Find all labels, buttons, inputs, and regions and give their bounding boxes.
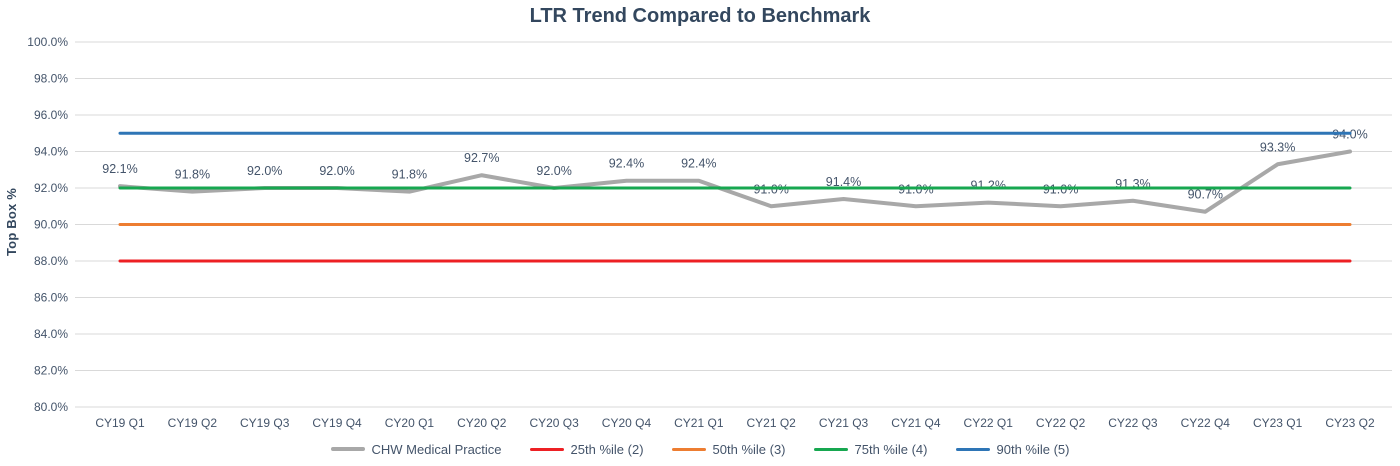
legend-line-swatch	[955, 447, 990, 451]
y-axis-tick-label: 94.0%	[34, 145, 68, 159]
legend-label: CHW Medical Practice	[371, 441, 502, 457]
data-label: 91.4%	[826, 175, 861, 189]
legend-label: 25th %ile (2)	[570, 441, 644, 457]
x-axis-tick-label: CY21 Q4	[891, 416, 941, 430]
x-axis-tick-label: CY19 Q4	[312, 416, 362, 430]
x-axis-tick-label: CY19 Q2	[168, 416, 218, 430]
data-label: 93.3%	[1260, 140, 1295, 154]
y-axis-tick-label: 88.0%	[34, 254, 68, 268]
y-axis-tick-label: 80.0%	[34, 400, 68, 414]
y-axis-tick-label: 82.0%	[34, 364, 68, 378]
y-axis-tick-label: 84.0%	[34, 327, 68, 341]
legend-item: 90th %ile (5)	[955, 441, 1070, 457]
y-axis-tick-label: 90.0%	[34, 218, 68, 232]
data-label: 92.0%	[247, 164, 282, 178]
y-axis-tick-label: 98.0%	[34, 72, 68, 86]
y-axis-tick-label: 96.0%	[34, 108, 68, 122]
x-axis-tick-label: CY21 Q1	[674, 416, 724, 430]
data-label: 92.4%	[681, 157, 716, 171]
series-line	[118, 149, 1352, 214]
x-axis-tick-label: CY22 Q1	[964, 416, 1014, 430]
legend-item: 25th %ile (2)	[529, 441, 644, 457]
x-axis-tick-label: CY20 Q1	[385, 416, 435, 430]
x-axis-tick-label: CY21 Q2	[746, 416, 796, 430]
x-axis-tick-label: CY22 Q2	[1036, 416, 1086, 430]
legend-line-swatch	[671, 447, 706, 451]
legend-label: 90th %ile (5)	[996, 441, 1070, 457]
x-axis-tick-label: CY23 Q1	[1253, 416, 1303, 430]
y-axis-tick-label: 100.0%	[27, 35, 68, 49]
data-label: 92.4%	[609, 157, 644, 171]
data-label: 91.8%	[175, 168, 210, 182]
legend-line-swatch	[330, 447, 365, 451]
chart-title: LTR Trend Compared to Benchmark	[529, 5, 871, 27]
data-label: 91.8%	[392, 168, 427, 182]
x-axis-tick-label: CY21 Q3	[819, 416, 869, 430]
data-label: 91.2%	[971, 179, 1006, 193]
y-axis-tick-label: 92.0%	[34, 181, 68, 195]
x-axis-tick-label: CY20 Q2	[457, 416, 507, 430]
data-label: 92.1%	[102, 162, 137, 176]
y-axis-tick-label: 86.0%	[34, 291, 68, 305]
x-axis-tick-label: CY19 Q3	[240, 416, 290, 430]
chart-legend: CHW Medical Practice 25th %ile (2) 50th %i…	[0, 437, 1400, 461]
data-label: 92.0%	[319, 164, 354, 178]
data-label: 92.7%	[464, 151, 499, 165]
legend-line-swatch	[813, 447, 848, 451]
x-axis-tick-label: CY22 Q4	[1181, 416, 1231, 430]
data-label: 90.7%	[1188, 188, 1223, 202]
legend-item: CHW Medical Practice	[330, 441, 502, 457]
legend-label: 75th %ile (4)	[854, 441, 928, 457]
x-axis-tick-label: CY23 Q2	[1325, 416, 1375, 430]
legend-label: 50th %ile (3)	[712, 441, 786, 457]
x-axis-tick-label: CY22 Q3	[1108, 416, 1158, 430]
legend-line-swatch	[529, 447, 564, 451]
legend-item: 50th %ile (3)	[671, 441, 786, 457]
legend-item: 75th %ile (4)	[813, 441, 928, 457]
data-label: 92.0%	[536, 164, 571, 178]
x-axis-tick-label: CY20 Q3	[529, 416, 579, 430]
x-axis-tick-label: CY20 Q4	[602, 416, 652, 430]
x-axis-tick-label: CY19 Q1	[95, 416, 145, 430]
